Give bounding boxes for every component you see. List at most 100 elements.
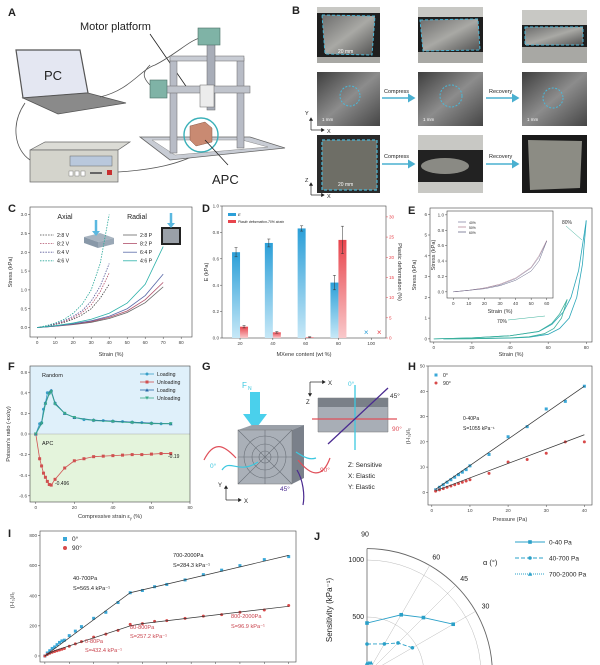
- x-tick-label: 100: [367, 341, 375, 346]
- x-tick-label: 20: [482, 301, 488, 306]
- xz-axes-icon: Z X: [305, 178, 331, 200]
- series-line: [443, 299, 568, 340]
- series-line: [443, 220, 587, 340]
- force-arrow: [243, 392, 267, 430]
- series-line: [37, 286, 164, 328]
- legend-label: 4:6 V: [57, 259, 70, 265]
- photo-row-1: 20 mm: [317, 7, 587, 63]
- y-axis-label: Stress (kPa): [431, 239, 437, 270]
- wave-red-right: [297, 457, 331, 474]
- x-tick-label: 0: [36, 340, 39, 345]
- scale-bar-label: 20 mm: [338, 182, 353, 188]
- x-tick-label: 60: [149, 505, 155, 510]
- y-tick-label: 1.0: [438, 212, 445, 217]
- data-point: [506, 435, 510, 439]
- data-point: [140, 588, 144, 592]
- annotation: S=1055 kPa⁻¹: [463, 426, 495, 432]
- apc-pointer: [204, 139, 229, 166]
- section-cube: [317, 397, 389, 433]
- legend-marker: [145, 396, 149, 400]
- error-bar: [340, 225, 344, 254]
- data-point: [149, 452, 153, 456]
- data-point: [128, 622, 132, 626]
- data-point: [47, 482, 51, 486]
- polar-outer-arc: [366, 548, 493, 665]
- region-random: [30, 366, 190, 434]
- axis-x-label: X: [328, 381, 332, 387]
- polar-grid-ray: [375, 585, 456, 665]
- compress-label: Compress: [384, 89, 409, 95]
- sem-row: 1 mm 1 mm 1 mm Compress Recovery Y X: [305, 72, 587, 135]
- y-axis-label: Sensitivity (kPa⁻¹): [325, 578, 334, 643]
- apc-highlight-circle: [183, 117, 219, 153]
- series-line: [453, 240, 547, 293]
- plot-frame: [29, 206, 193, 338]
- x-tick-label: 30: [544, 508, 550, 513]
- legend-marker: [63, 537, 67, 541]
- panel-label-c: C: [8, 203, 16, 215]
- pc-label: PC: [44, 68, 62, 83]
- data-point: [67, 634, 71, 638]
- chart-c: 0 10 20 30 40 50 60 70 80 0.0 0.5 1.0 1.5 2.0 2.5 3.0 St…: [8, 206, 193, 358]
- data-point: [63, 466, 67, 470]
- y-tick-label: 40: [420, 389, 426, 394]
- force-subscript: N: [248, 386, 252, 392]
- y-tick-label: 400: [29, 593, 37, 598]
- x-tick-label: 0: [433, 345, 436, 350]
- y-tick-label: 1.5: [21, 269, 28, 274]
- compress-label: Compress: [384, 154, 409, 160]
- direction-90-label: 90°: [392, 425, 402, 433]
- data-point: [365, 621, 369, 625]
- x-tick-label: 60: [546, 345, 552, 350]
- legend-label: Unloading: [157, 396, 180, 402]
- x-tick-label: 20: [237, 341, 243, 346]
- data-point: [449, 478, 453, 482]
- panel-label-h: H: [408, 361, 416, 373]
- radial-sample-icon: [161, 213, 181, 245]
- legend-label: 2:8 P: [140, 233, 153, 239]
- plot-frame: [429, 207, 593, 343]
- chart-h: 0 10 20 30 40 0 10 20 30 40 50 Pressure (Pa) (I-I₀)/…: [406, 364, 593, 523]
- annotation: 80-800Pa: [130, 625, 155, 631]
- data-point: [72, 416, 77, 420]
- data-point: [60, 639, 64, 643]
- legend-label: 8:2 V: [57, 241, 70, 247]
- wave-cyan-right: [295, 451, 317, 460]
- annotation-pointer: [565, 225, 583, 241]
- legend-label: 8:2 P: [140, 241, 153, 247]
- legend-label: 50%: [469, 226, 476, 230]
- data-point: [525, 458, 529, 462]
- y-tick-label: 2.5: [21, 231, 28, 236]
- y-tick-label: 0.0: [438, 289, 445, 294]
- axis-x-label: X: [327, 194, 331, 200]
- y-tick-label: 2.0: [21, 250, 28, 255]
- y-tick-label: 0: [34, 654, 37, 659]
- data-point: [149, 422, 154, 426]
- axis-y-label: Y: [218, 483, 222, 489]
- legend-label: 90°: [443, 381, 451, 387]
- data-point: [62, 638, 66, 642]
- data-point: [487, 471, 491, 475]
- x-tick-label: 10: [466, 301, 472, 306]
- x-tick-label: 30: [497, 301, 503, 306]
- y-tick-label: 0.8: [21, 370, 28, 375]
- y-tick-label: 0.4: [21, 390, 28, 395]
- angle-45-label: 45°: [280, 485, 290, 493]
- data-point: [41, 471, 45, 475]
- bar-plastic: [338, 239, 347, 338]
- wave-purple: [296, 469, 305, 506]
- data-point: [460, 480, 464, 484]
- y-tick-label: 0.0: [21, 325, 28, 330]
- axial-sample-icon: [84, 220, 114, 248]
- y-tick-label: 1.0: [21, 287, 28, 292]
- y-tick-label: 0.0: [213, 336, 220, 341]
- panel-label-i: I: [8, 528, 11, 540]
- motor-platform-illustration: [138, 27, 286, 161]
- annotation: S=565.4 kPa⁻¹: [73, 586, 110, 592]
- legend-label: Plastic deformation-70% strain: [238, 220, 284, 224]
- polar-grid-ray: [371, 565, 430, 665]
- data-point: [457, 473, 461, 477]
- series-line: [366, 642, 413, 649]
- x-tick-label: 70: [161, 340, 167, 345]
